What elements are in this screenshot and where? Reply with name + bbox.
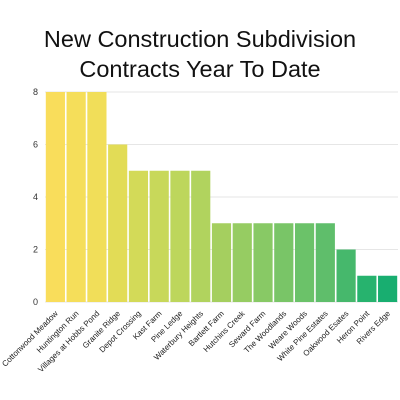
bar xyxy=(66,92,86,302)
bar xyxy=(191,170,211,302)
bar xyxy=(378,275,398,302)
bar xyxy=(211,223,232,302)
bar xyxy=(315,223,335,302)
y-tick-label: 0 xyxy=(33,297,38,307)
bar xyxy=(232,223,252,302)
bar xyxy=(294,223,315,302)
bar xyxy=(149,170,169,302)
chart-title-line-1: New Construction Subdivision xyxy=(43,26,357,52)
y-tick-label: 4 xyxy=(33,192,38,202)
bar xyxy=(253,223,273,302)
bar xyxy=(108,144,128,302)
bar xyxy=(336,249,356,302)
bar xyxy=(170,170,190,302)
bar xyxy=(357,275,377,302)
bar xyxy=(274,223,294,302)
bar xyxy=(128,170,149,302)
chart-title: New Construction Subdivision Contracts Y… xyxy=(0,24,400,84)
y-tick-label: 6 xyxy=(33,140,38,150)
bar xyxy=(87,92,107,302)
y-tick-label: 2 xyxy=(33,245,38,255)
bar xyxy=(45,92,65,302)
y-tick-label: 8 xyxy=(33,87,38,97)
chart-title-line-2: Contracts Year To Date xyxy=(79,56,321,82)
